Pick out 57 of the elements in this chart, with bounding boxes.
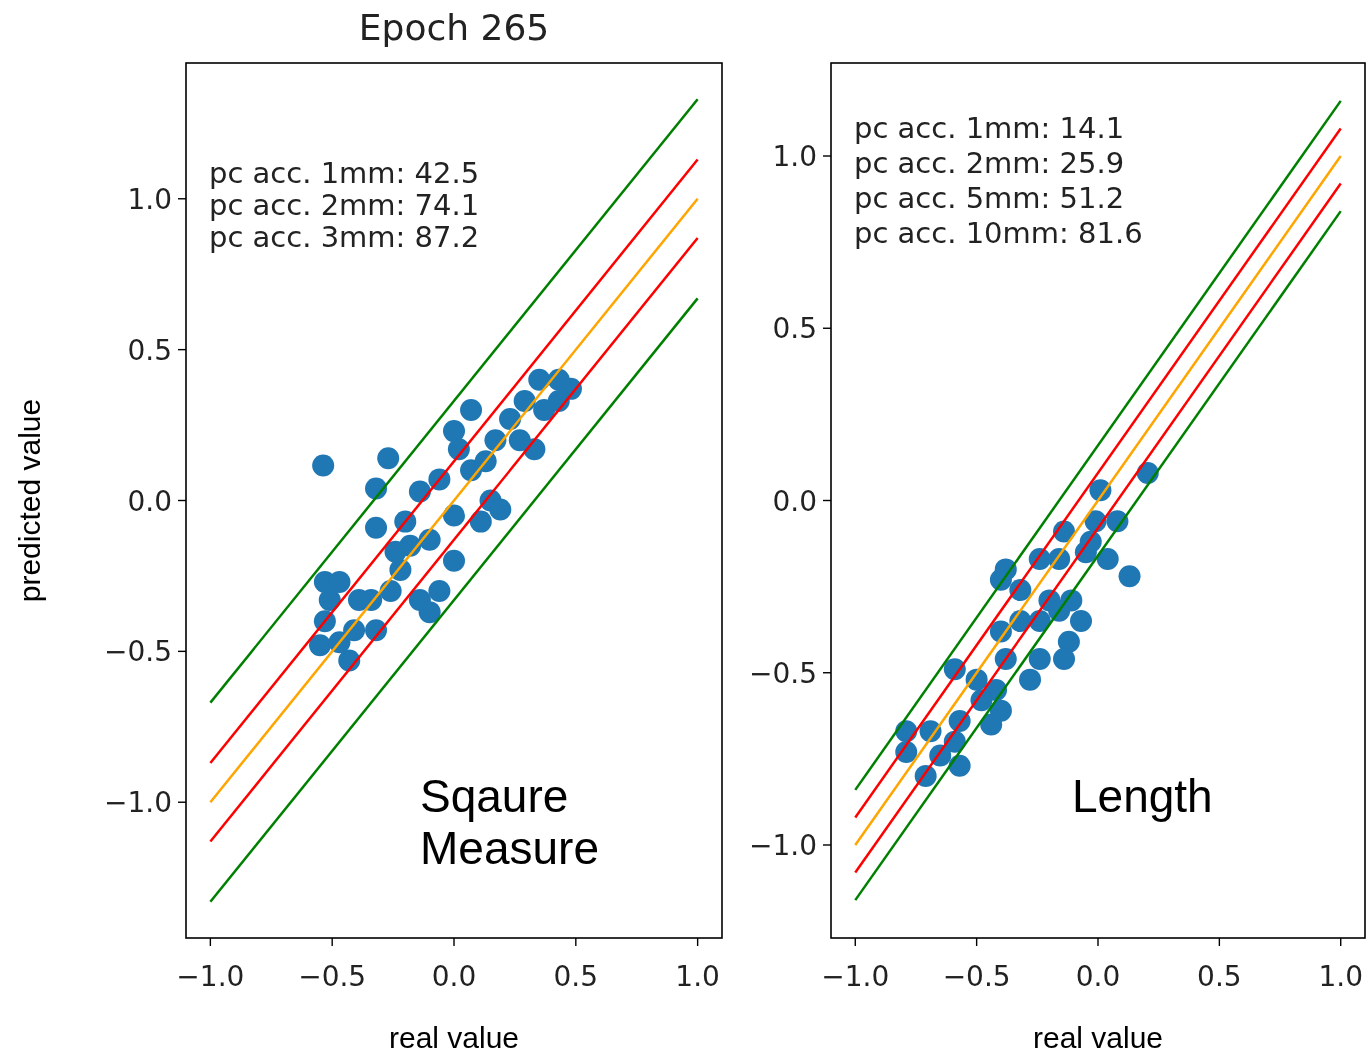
point — [460, 398, 483, 421]
y-tick-label: 0.5 — [127, 333, 172, 367]
point — [1096, 548, 1119, 571]
point — [980, 713, 1003, 736]
point — [1070, 610, 1093, 633]
point — [443, 420, 465, 443]
x-tick-label: 1.0 — [675, 960, 720, 993]
y-axis-title: predicted value — [13, 398, 46, 603]
point — [318, 589, 341, 612]
point — [1028, 647, 1051, 670]
annotation: Length — [1072, 770, 1213, 822]
point — [469, 510, 492, 533]
x-tick-label: 0.5 — [553, 960, 599, 993]
x-axis-title: real value — [388, 1021, 520, 1052]
x-tick-label: 0.0 — [1075, 960, 1121, 993]
x-tick-label: −0.5 — [942, 960, 1011, 993]
point — [428, 580, 451, 603]
annotation: Sqaure Measure — [420, 770, 599, 874]
x-tick-label: 1.0 — [1318, 960, 1363, 993]
point — [384, 540, 407, 563]
y-tick-label: 1.0 — [772, 140, 817, 174]
annotation: pc acc. 5mm: 51.2 — [854, 181, 1125, 215]
y-tick-label: −1.0 — [749, 828, 817, 862]
point — [312, 454, 335, 477]
y-tick-label: 0.0 — [772, 484, 817, 518]
annotation: pc acc. 1mm: 42.5 — [209, 156, 480, 190]
y-tick-label: −1.0 — [104, 786, 172, 820]
y-tick-label: −0.5 — [104, 635, 172, 669]
annotation: pc acc. 1mm: 14.1 — [854, 111, 1125, 145]
annotation: pc acc. 10mm: 81.6 — [854, 216, 1143, 250]
x-tick-label: 0.5 — [1197, 960, 1242, 993]
x-axis-title: real value — [1032, 1021, 1164, 1052]
point — [489, 498, 512, 521]
y-tick-label: 1.0 — [127, 182, 172, 216]
point — [508, 429, 531, 452]
point — [418, 601, 441, 624]
point — [1118, 565, 1141, 588]
annotation: pc acc. 2mm: 25.9 — [854, 146, 1125, 180]
point — [377, 447, 400, 470]
point — [528, 368, 551, 391]
point — [365, 516, 388, 539]
chart-title: Epoch 265 — [358, 7, 550, 48]
annotation: pc acc. 3mm: 87.2 — [209, 220, 480, 254]
point — [1053, 647, 1076, 670]
x-tick-label: −1.0 — [821, 960, 890, 993]
y-tick-label: −0.5 — [749, 656, 817, 690]
point — [443, 504, 465, 527]
point — [1019, 668, 1042, 691]
y-tick-label: 0.5 — [772, 312, 817, 346]
x-tick-label: 0.0 — [431, 960, 477, 993]
x-tick-label: −0.5 — [298, 960, 367, 993]
point — [309, 634, 331, 657]
point — [948, 754, 971, 777]
annotation: pc acc. 2mm: 74.1 — [209, 188, 480, 222]
point — [443, 549, 465, 572]
x-tick-label: −1.0 — [176, 960, 245, 993]
y-tick-label: 0.0 — [127, 484, 172, 518]
